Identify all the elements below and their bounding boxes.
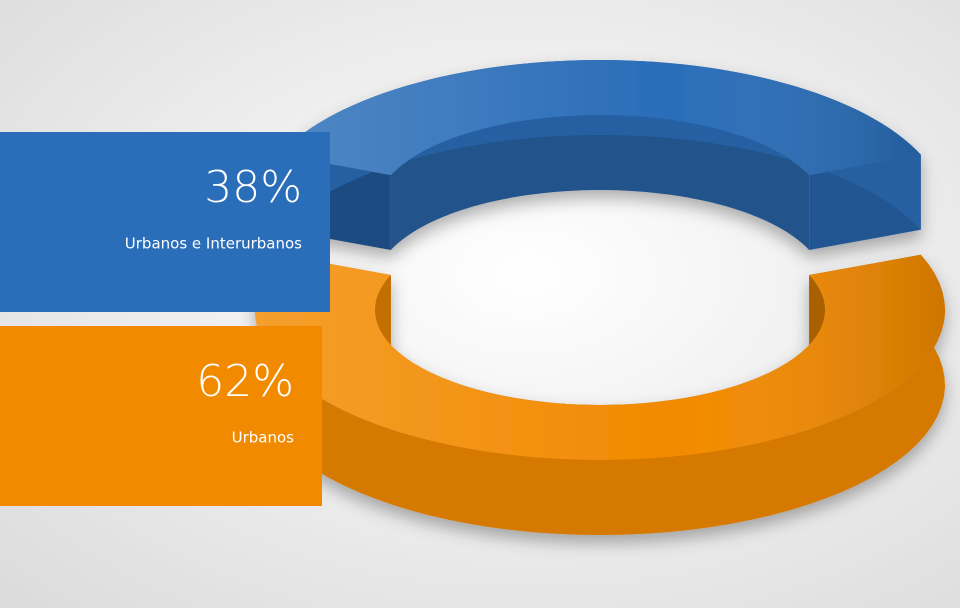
label-panel <box>0 326 322 506</box>
value-label: 62% <box>196 356 294 407</box>
category-label: Urbanos <box>232 429 295 447</box>
segment-shine <box>279 60 921 175</box>
value-label: 38% <box>204 162 302 213</box>
segment-outer-wall <box>255 254 945 536</box>
segment-shine <box>255 254 945 460</box>
labels: 38% Urbanos e Interurbanos 62% Urbanos <box>0 132 330 506</box>
segment-inner-wall <box>390 115 810 250</box>
label-panel <box>0 132 330 312</box>
category-label: Urbanos e Interurbanos <box>125 235 302 253</box>
